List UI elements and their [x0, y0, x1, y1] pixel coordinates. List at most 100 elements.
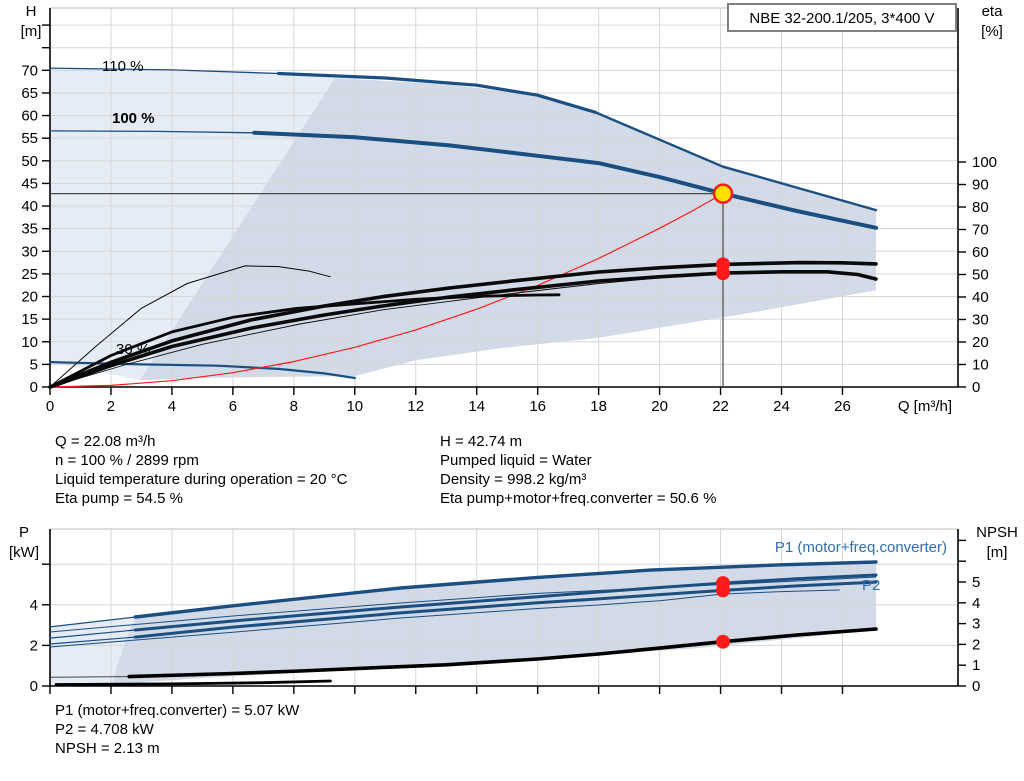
p1-curve — [133, 573, 878, 632]
tick-label: 70 — [972, 222, 989, 239]
tick-label: 45 — [21, 175, 38, 192]
npsh-curve — [127, 627, 878, 679]
p-thin-upper — [49, 576, 877, 633]
info-line-npsh: NPSH = 2.13 m — [55, 740, 160, 757]
curve-30pct — [48, 361, 356, 380]
tick-label: 12 — [407, 398, 424, 415]
tick-label: 20 — [972, 334, 989, 351]
tick-label: 40 — [972, 289, 989, 306]
min-power-segment — [54, 679, 332, 686]
duty-info-left: Q = 22.08 m³/h n = 100 % / 2899 rpm Liqu… — [55, 432, 347, 508]
tick-label: 14 — [468, 398, 485, 415]
tick-label: 16 — [529, 398, 546, 415]
tick-label: 30 — [21, 243, 38, 260]
pump-title-text: NBE 32-200.1/205, 3*400 V — [749, 10, 934, 27]
tick-label: 0 — [972, 678, 980, 695]
p2-curve-lead — [49, 636, 136, 645]
tick-label: 35 — [21, 221, 38, 238]
p2-point — [715, 583, 730, 598]
tick-label: 30 — [972, 312, 989, 329]
tick-label: 65 — [21, 85, 38, 102]
curve-110pct-lead — [49, 67, 280, 75]
tick-label: 6 — [229, 398, 237, 415]
tick-label: 40 — [21, 198, 38, 215]
tick-label: 50 — [972, 267, 989, 284]
tick-label: 20 — [651, 398, 668, 415]
info-line-head: H = 42.74 m — [440, 433, 523, 450]
x-axis-label: Q [m³/h] — [898, 398, 952, 415]
tick-label: 0 — [30, 379, 38, 396]
curve-100pct-lead — [49, 130, 255, 134]
tick-label: 5 — [972, 574, 980, 591]
npsh-axis-header: [m] — [987, 544, 1008, 561]
tick-label: 55 — [21, 130, 38, 147]
tick-label: 3 — [972, 616, 980, 633]
power-info: P1 (motor+freq.converter) = 5.07 kW P2 =… — [55, 701, 299, 758]
info-line-density: Density = 998.2 kg/m³ — [440, 471, 587, 488]
tick-label: 26 — [834, 398, 851, 415]
tick-label: 8 — [290, 398, 298, 415]
h-axis-header: [m] — [21, 23, 42, 40]
eta-axis-header: eta — [982, 3, 1004, 20]
tick-label: 100 — [972, 154, 997, 171]
eta-axis-header: [%] — [981, 23, 1003, 40]
p-axis-header: P — [19, 524, 29, 541]
tick-label: 2 — [30, 637, 38, 654]
info-line-p2: P2 = 4.708 kW — [55, 721, 154, 738]
info-line-liquid: Pumped liquid = Water — [440, 452, 592, 469]
tick-label: 2 — [972, 636, 980, 653]
info-line-eta-total: Eta pump+motor+freq.converter = 50.6 % — [440, 490, 717, 507]
eta-total-point — [715, 266, 730, 281]
tick-label: 10 — [972, 357, 989, 374]
npsh-point — [715, 634, 730, 649]
system-curve — [49, 193, 724, 388]
tick-label: 15 — [21, 311, 38, 328]
tick-label: 0 — [30, 678, 38, 695]
power-npsh-chart: 0 2 4 0 1 2 3 4 5 P [kW] NPSH [m] P1 (motor+freq.conv… — [9, 524, 1018, 695]
duty-point — [712, 183, 734, 204]
p-thin-lower — [49, 589, 840, 648]
info-line-p1: P1 (motor+freq.converter) = 5.07 kW — [55, 702, 300, 719]
p1-max-lead — [49, 616, 136, 628]
p1-curve-lead — [49, 629, 136, 639]
tick-label: 60 — [21, 108, 38, 125]
info-line-eta-pump: Eta pump = 54.5 % — [55, 490, 183, 507]
label-100pct: 100 % — [112, 110, 155, 127]
eta-arc-thin — [49, 265, 331, 388]
tick-label: 5 — [30, 356, 38, 373]
info-line-q: Q = 22.08 m³/h — [55, 433, 156, 450]
envelope-max-boundary — [594, 111, 878, 212]
tick-label: 4 — [30, 597, 38, 614]
tick-label: 18 — [590, 398, 607, 415]
power-envelope-light — [50, 617, 136, 686]
pump-title-box — [727, 3, 957, 32]
tick-label: 80 — [972, 199, 989, 216]
tick-label: 10 — [21, 334, 38, 351]
tick-label: 22 — [712, 398, 729, 415]
label-110pct: 110 % — [102, 58, 143, 75]
curve-100pct — [252, 130, 878, 230]
curve-110pct — [277, 71, 598, 115]
hq-chart: 0510152025303540455055606570010203040506… — [21, 3, 1004, 415]
tick-label: 24 — [773, 398, 790, 415]
tick-label: 90 — [972, 177, 989, 194]
tick-label: 4 — [972, 595, 980, 612]
tick-label: 4 — [168, 398, 176, 415]
tick-label: 2 — [107, 398, 115, 415]
speed-envelope-light — [50, 68, 335, 381]
tick-label: 70 — [21, 62, 38, 79]
eta-thin-fan — [49, 277, 661, 388]
label-p2: P2 — [862, 577, 880, 594]
tick-label: 10 — [346, 398, 363, 415]
tick-label: 0 — [46, 398, 54, 415]
tick-label: 25 — [21, 266, 38, 283]
tick-label: 60 — [972, 244, 989, 261]
npsh-lead — [49, 676, 130, 678]
npsh-axis-header: NPSH — [976, 524, 1018, 541]
p1-max-curve — [133, 560, 878, 619]
tick-label: 1 — [972, 657, 980, 674]
info-line-speed: n = 100 % / 2899 rpm — [55, 452, 199, 469]
tick-label: 20 — [21, 289, 38, 306]
